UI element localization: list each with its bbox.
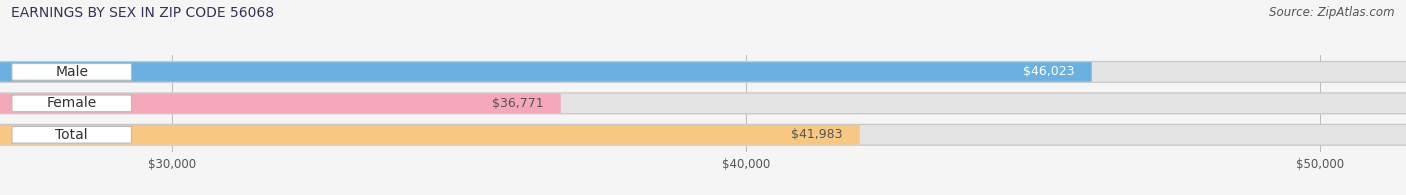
Text: Source: ZipAtlas.com: Source: ZipAtlas.com (1270, 6, 1395, 19)
Text: $41,983: $41,983 (792, 128, 842, 141)
FancyBboxPatch shape (11, 127, 132, 143)
Text: $46,023: $46,023 (1024, 65, 1074, 78)
Text: EARNINGS BY SEX IN ZIP CODE 56068: EARNINGS BY SEX IN ZIP CODE 56068 (11, 6, 274, 20)
FancyBboxPatch shape (0, 61, 1406, 83)
FancyBboxPatch shape (0, 125, 860, 144)
FancyBboxPatch shape (0, 124, 1406, 146)
Text: Male: Male (55, 65, 89, 79)
FancyBboxPatch shape (11, 95, 132, 112)
FancyBboxPatch shape (0, 62, 1406, 82)
FancyBboxPatch shape (0, 125, 1406, 144)
Text: Total: Total (55, 128, 89, 142)
FancyBboxPatch shape (0, 94, 1406, 113)
Text: $36,771: $36,771 (492, 97, 544, 110)
FancyBboxPatch shape (0, 94, 561, 113)
FancyBboxPatch shape (11, 64, 132, 80)
FancyBboxPatch shape (0, 62, 1091, 82)
Text: Female: Female (46, 96, 97, 110)
FancyBboxPatch shape (0, 92, 1406, 114)
